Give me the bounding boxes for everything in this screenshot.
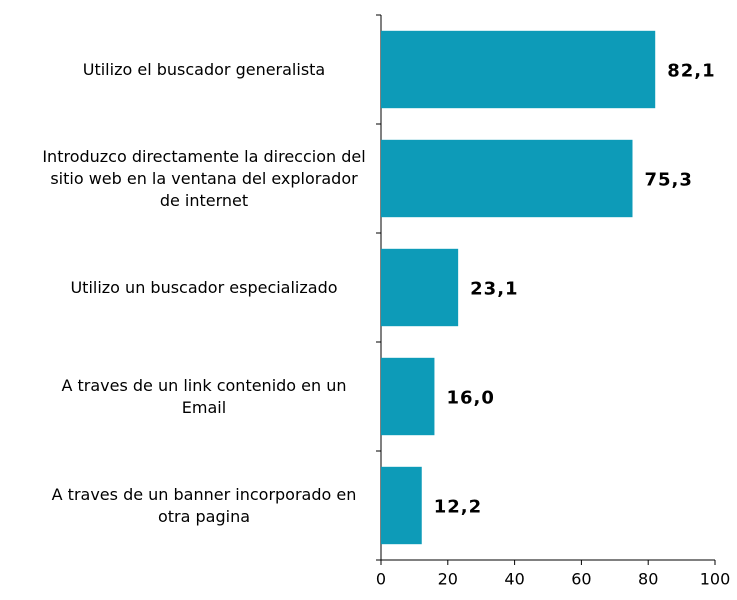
category-label: A traves de un link contenido en un Emai… <box>61 375 347 417</box>
bar <box>381 357 435 436</box>
x-tick-label: 100 <box>700 570 731 589</box>
x-tick-label: 0 <box>376 570 386 589</box>
value-label: 75,3 <box>645 170 693 191</box>
value-label: 23,1 <box>470 279 518 300</box>
category-label: Introduzco directamente la direccion del… <box>42 146 366 210</box>
x-tick-label: 20 <box>438 570 458 589</box>
x-tick-label: 80 <box>638 570 658 589</box>
value-label: 16,0 <box>446 388 494 409</box>
category-label: A traves de un banner incorporado en otr… <box>51 484 357 526</box>
bar <box>381 139 633 218</box>
bar <box>381 466 422 545</box>
x-tick-label: 40 <box>504 570 524 589</box>
value-label: 12,2 <box>434 497 482 518</box>
category-label: Utilizo un buscador especializado <box>70 277 338 297</box>
x-tick-label: 60 <box>571 570 591 589</box>
bar <box>381 248 459 327</box>
category-label: Utilizo el buscador generalista <box>82 59 326 79</box>
bar <box>381 30 656 109</box>
value-label: 82,1 <box>667 61 715 82</box>
